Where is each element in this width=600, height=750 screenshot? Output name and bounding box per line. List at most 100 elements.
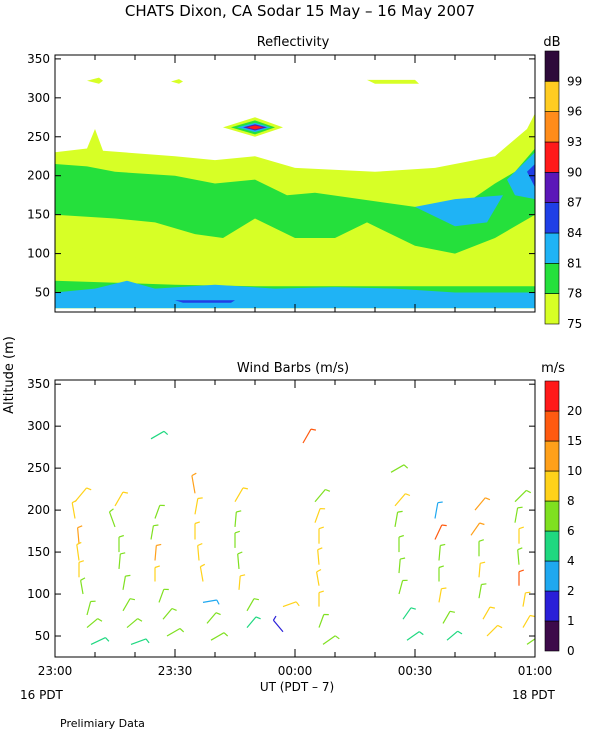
- wind-barb-32: [210, 632, 229, 641]
- wind-barb-78: [522, 591, 531, 607]
- y-tick-label: 200: [27, 503, 50, 517]
- wind-barb-45: [318, 526, 324, 544]
- wind-barb-60: [434, 524, 447, 540]
- wind-barb-57: [402, 607, 416, 620]
- colorbar-swatch: [544, 500, 560, 532]
- colorbar-swatch: [544, 202, 560, 234]
- wind-barb-11: [118, 534, 124, 553]
- wind-barb-26: [194, 497, 203, 515]
- wind-barb-50: [322, 635, 340, 645]
- y-tick-label: 250: [27, 461, 50, 475]
- colorbar-swatch: [544, 141, 560, 173]
- wind-barb-33: [234, 487, 249, 503]
- wind-barb-39: [246, 616, 261, 628]
- reflectivity-colorbar-unit: dB: [543, 35, 560, 50]
- wind-barb-22: [162, 607, 177, 620]
- wind-barb-76: [517, 547, 523, 565]
- wind-barb-6: [86, 600, 96, 616]
- colorbar-label: 15: [567, 434, 582, 448]
- wind-barb-24: [150, 430, 169, 440]
- x-tick-label: 23:30: [158, 664, 193, 678]
- colorbar-label: 6: [567, 524, 575, 538]
- wind-barb-18: [150, 524, 159, 540]
- wind-barb-27: [194, 521, 200, 540]
- x-tick-label: 23:00: [38, 664, 73, 678]
- colorbar-swatch: [544, 380, 560, 412]
- colorbar-swatch: [544, 232, 560, 264]
- wind-barb-79: [522, 614, 535, 628]
- wind-barb-35: [234, 530, 240, 548]
- colorbar-label: 20: [567, 404, 582, 418]
- wind-barb-65: [446, 630, 463, 641]
- wind-barb-48: [318, 590, 324, 607]
- reflectivity-contour-5: [55, 148, 535, 254]
- wind-barb-64: [442, 610, 456, 624]
- wind-barb-62: [438, 565, 444, 582]
- colorbar-swatch: [544, 560, 560, 592]
- colorbar-swatch: [544, 620, 560, 652]
- y-tick-label: 300: [27, 91, 50, 105]
- wind-barb-0: [74, 487, 92, 503]
- wind-barb-58: [406, 631, 424, 641]
- wind-barb-74: [514, 506, 523, 523]
- wind-barb-9: [114, 491, 129, 507]
- reflectivity-contour-9: [507, 152, 535, 200]
- wind-barb-31: [206, 612, 221, 624]
- reflectivity-plot: 50 100 150 200 250 300 350: [27, 52, 536, 313]
- wind-barb-51: [390, 464, 409, 473]
- wind-barb-43: [314, 488, 331, 503]
- wind-barb-61: [438, 543, 446, 561]
- y-tick-label: 350: [27, 377, 50, 391]
- wind-barb-52: [394, 493, 411, 507]
- wind-barb-5: [80, 577, 86, 595]
- colorbar-label: 0: [567, 644, 575, 658]
- wind-colorbar: 0 1 2 4 6 8 10 15 20: [544, 380, 582, 658]
- colorbar-label: 96: [567, 105, 582, 119]
- colorbar-label: 2: [567, 584, 575, 598]
- wind-barb-41: [272, 615, 284, 633]
- wind-barb-37: [238, 574, 246, 590]
- reflectivity-contour-3: [171, 79, 183, 84]
- wind-barb-2: [77, 525, 83, 544]
- x-tick-labels: 23:00 23:30 00:00 00:30 01:00: [38, 664, 553, 678]
- colorbar-label: 10: [567, 464, 582, 478]
- wind-barb-23: [166, 627, 185, 637]
- colorbar-swatch: [544, 81, 560, 112]
- colorbar-label: 8: [567, 494, 575, 508]
- wind-barb-3: [76, 541, 82, 561]
- figure-title: CHATS Dixon, CA Sodar 15 May – 16 May 20…: [125, 2, 475, 20]
- colorbar-swatch: [544, 530, 560, 562]
- colorbar-label: 87: [567, 196, 582, 210]
- colorbar-label: 84: [567, 226, 582, 240]
- wind-barb-15: [126, 618, 143, 629]
- wind-barb-80: [526, 638, 535, 645]
- wind-barb-68: [478, 539, 484, 557]
- wind-barb-21: [158, 588, 169, 603]
- reflectivity-contour-7: [55, 280, 535, 309]
- wind-barb-38: [246, 598, 260, 612]
- wind-barb-8: [90, 637, 110, 645]
- wind-barb-20: [154, 565, 160, 582]
- wind-barb-14: [122, 598, 136, 612]
- reflectivity-contour-10: [175, 300, 235, 303]
- wind-barb-54: [398, 534, 404, 553]
- wind-barb-70: [478, 583, 487, 599]
- y-tick-label: 50: [35, 286, 50, 300]
- wind-barb-67: [470, 522, 485, 536]
- wind-barb-30: [202, 599, 220, 605]
- wind-barb-44: [314, 508, 326, 523]
- y-tick-label: 300: [27, 419, 50, 433]
- wind-barb-72: [486, 624, 503, 637]
- wind-barb-plot: 50 100 150 200 250 300 350: [27, 377, 536, 658]
- x-axis-label: UT (PDT – 7): [260, 680, 334, 694]
- colorbar-label: 90: [567, 165, 582, 179]
- right-date-label: 18 PDT: [512, 688, 556, 702]
- colorbar-swatch: [544, 262, 560, 294]
- colorbar-swatch: [544, 410, 560, 442]
- y-tick-label: 50: [35, 629, 50, 643]
- colorbar-label: 75: [567, 317, 582, 331]
- reflectivity-colorbar: 75 78 81 84 87 90 93 96 99: [544, 50, 582, 331]
- wind-barb-12: [118, 552, 126, 569]
- colorbar-label: 78: [567, 287, 582, 301]
